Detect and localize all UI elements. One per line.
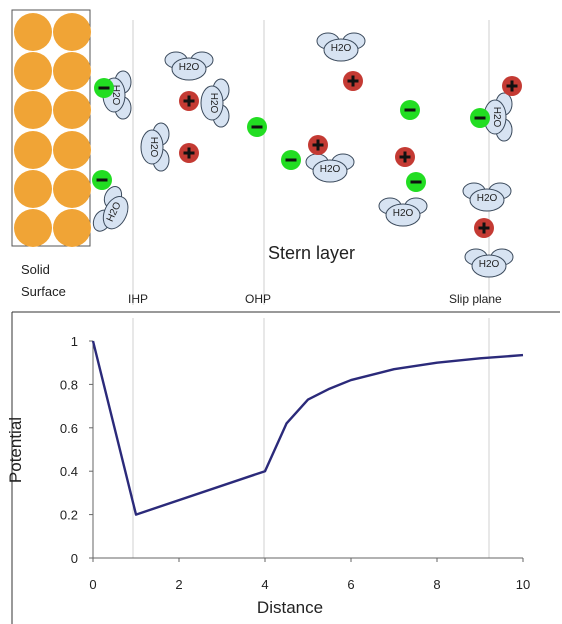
water-molecule: H2O [483,92,513,142]
cation-icon [474,218,494,238]
x-axis-label: Distance [256,598,324,617]
water-formula: H2O [331,43,352,54]
x-tick-label: 0 [89,577,96,592]
water-molecule: H2O [462,182,512,212]
water-formula: H2O [393,208,414,219]
water-formula: H2O [208,93,219,114]
water-formula: H2O [179,62,200,73]
surface-sphere [53,209,91,247]
potential-line [91,340,524,516]
stern-layer-label: Stern layer [268,243,356,263]
cation-icon [308,135,328,155]
anion-icon [281,150,301,170]
ihp-label: IHP [128,292,149,306]
ohp-label: OHP [245,292,272,306]
water-molecule: H2O [305,153,355,183]
chart-axes [92,341,523,559]
molecules-and-ions: H2O H2O H2O H2O H2O H2O H2O H2O H2O H2O H2O [89,32,522,278]
surface-sphere [14,13,52,51]
water-molecule: H2O [316,32,366,62]
solid-label-line1: Solid [21,262,50,277]
chart-frame [11,311,560,624]
cation-icon [179,143,199,163]
x-tick-label: 4 [261,577,268,592]
y-tick-label: 0.6 [60,421,78,436]
surface-sphere [53,170,91,208]
water-molecule: H2O [102,70,132,120]
chart-series [91,340,524,516]
y-tick-label: 0.2 [60,508,78,523]
x-tick-label: 2 [175,577,182,592]
anion-icon [406,172,426,192]
plane-lines-chart [132,318,490,558]
surface-sphere [53,91,91,129]
water-formula: H2O [491,107,502,128]
cation-icon [343,71,363,91]
surface-sphere [53,52,91,90]
y-tick-label: 0.8 [60,377,78,392]
y-axis-label: Potential [6,416,25,484]
water-formula: H2O [110,85,121,106]
anion-icon [470,108,490,128]
solid-surface-label: Solid Surface [21,259,66,303]
y-tick-label: 1 [71,334,78,349]
surface-sphere [14,131,52,169]
water-molecule: H2O [464,248,514,278]
water-molecule: H2O [164,51,214,81]
cation-icon [179,91,199,111]
surface-sphere [53,13,91,51]
x-tick-label: 8 [433,577,440,592]
y-tick-label: 0.4 [60,464,78,479]
chart-ticks: 0 2 4 6 8 10 0 0.2 0.4 0.6 0.8 1 [60,334,530,592]
surface-sphere [14,91,52,129]
solid-surface [11,9,91,247]
surface-sphere [14,170,52,208]
surface-sphere [53,131,91,169]
water-formula: H2O [148,137,159,158]
solid-label-line2: Surface [21,284,66,299]
anion-icon [94,78,114,98]
surface-sphere [14,52,52,90]
y-tick-label: 0 [71,551,78,566]
water-formula: H2O [479,259,500,270]
surface-spheres [14,13,91,247]
cation-icon [502,76,522,96]
slip-plane-label: Slip plane [449,292,502,306]
x-tick-label: 6 [347,577,354,592]
anion-icon [400,100,420,120]
water-formula: H2O [477,193,498,204]
anion-icon [92,170,112,190]
water-molecule: H2O [89,183,137,240]
water-molecule: H2O [140,122,170,172]
x-tick-label: 10 [516,577,530,592]
cation-icon [395,147,415,167]
surface-sphere [14,209,52,247]
anion-icon [247,117,267,137]
solid-surface-frame [11,9,91,247]
water-formula: H2O [320,164,341,175]
water-molecule: H2O [378,197,428,227]
water-molecule: H2O [200,78,230,128]
